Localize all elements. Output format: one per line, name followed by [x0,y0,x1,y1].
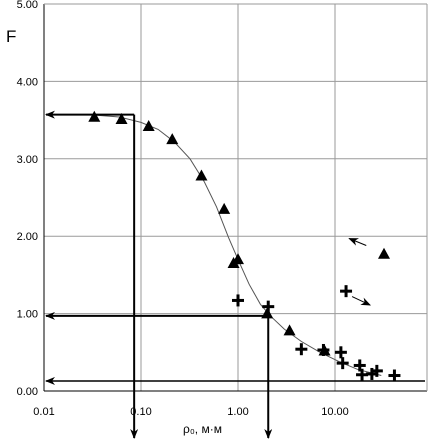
y-tick-label: 5.00 [17,0,38,11]
plus-marker [334,346,347,359]
plus-marker [353,359,366,372]
plus-marker [370,364,383,377]
triangle-marker [377,247,390,259]
triangle-marker [261,307,274,319]
plus-marker [340,285,353,298]
triangle-marker [142,120,155,132]
annotation-arrow [351,296,371,306]
plus-marker [336,357,349,370]
guide-lines [45,110,425,439]
triangle-marker [166,133,179,145]
y-tick-label: 1.00 [17,309,38,321]
y-tick-label: 4.00 [17,76,38,88]
plus-marker [295,343,308,356]
plus-marker [317,343,330,356]
y-tick-label: 2.00 [17,231,38,243]
x-tick-label: 10.00 [321,406,349,418]
triangle-marker [115,113,128,125]
y-tick-labels: 0.00 1.00 2.00 3.00 4.00 5.00 [17,0,38,398]
annotation-arrow [348,238,367,246]
x-tick-labels: 0.01 0.10 1.00 10.00 [33,406,348,418]
x-tick-label: 0.01 [33,406,54,418]
y-axis-label: F [6,27,16,46]
data-markers [88,110,401,382]
x-tick-label: 0.10 [130,406,151,418]
y-tick-label: 0.00 [17,386,38,398]
plot-frame [43,3,428,392]
triangle-marker [283,324,296,336]
y-tick-label: 3.00 [17,154,38,166]
x-axis-label: ρ₀, м·м [183,422,222,436]
triangle-marker [218,202,231,214]
annotation-arrows [348,238,371,306]
triangle-marker [88,110,101,122]
grid [44,4,427,391]
plus-marker [388,369,401,382]
x-tick-label: 1.00 [227,406,248,418]
plus-marker [262,300,275,313]
triangle-marker [195,169,208,181]
plus-marker [232,294,244,307]
triangle-marker [232,253,244,265]
